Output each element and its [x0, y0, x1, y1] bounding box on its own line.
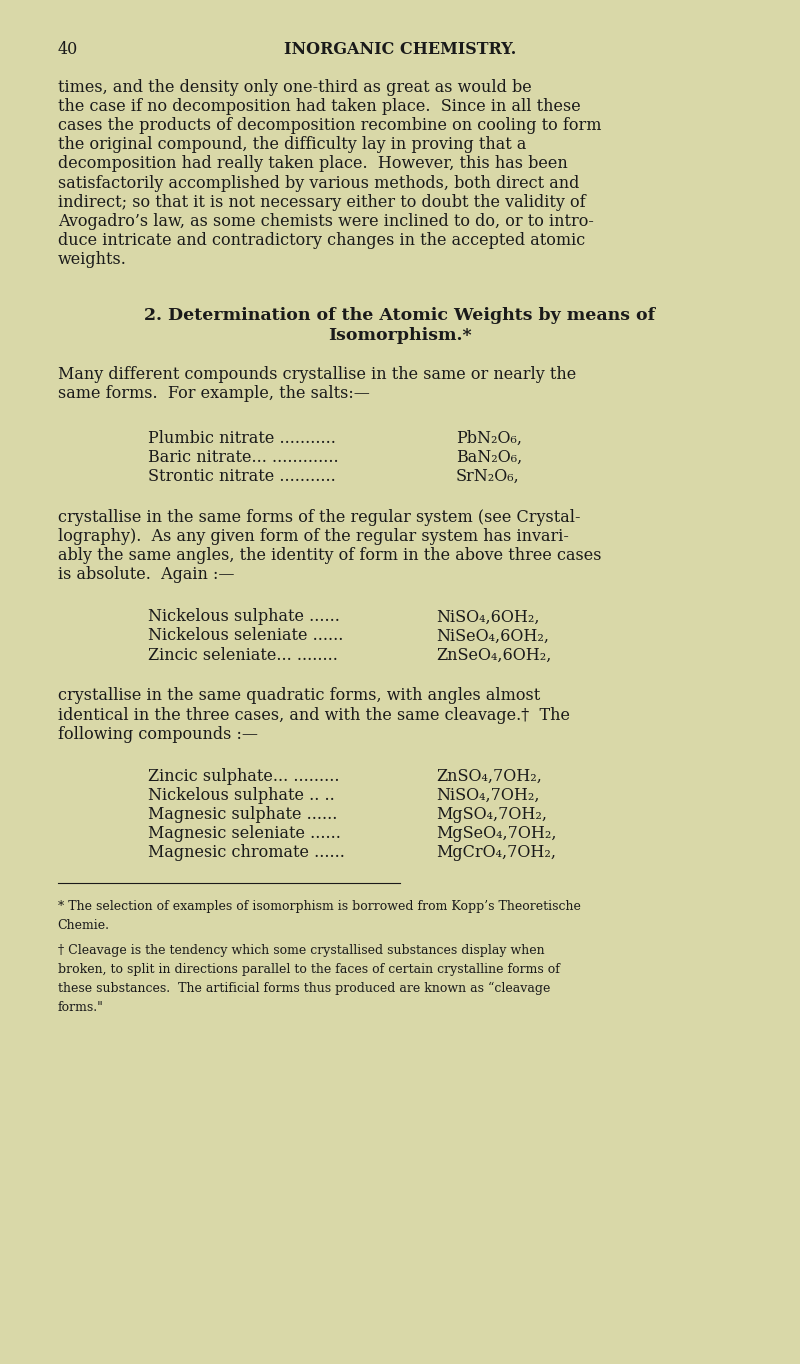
Text: Strontic nitrate ...........: Strontic nitrate ...........	[148, 468, 336, 484]
Text: lography).  As any given form of the regular system has invari-: lography). As any given form of the regu…	[58, 528, 569, 544]
Text: duce intricate and contradictory changes in the accepted atomic: duce intricate and contradictory changes…	[58, 232, 585, 248]
Text: Isomorphism.*: Isomorphism.*	[328, 327, 472, 344]
Text: MgSeO₄,7OH₂,: MgSeO₄,7OH₂,	[436, 825, 557, 842]
Text: weights.: weights.	[58, 251, 126, 267]
Text: times, and the density only one-third as great as would be: times, and the density only one-third as…	[58, 79, 531, 95]
Text: 40: 40	[58, 41, 78, 57]
Text: these substances.  The artificial forms thus produced are known as “cleavage: these substances. The artificial forms t…	[58, 982, 550, 996]
Text: Magnesic seleniate ......: Magnesic seleniate ......	[148, 825, 341, 842]
Text: Zincic seleniate... ........: Zincic seleniate... ........	[148, 647, 338, 663]
Text: cases the products of decomposition recombine on cooling to form: cases the products of decomposition reco…	[58, 117, 601, 134]
Text: broken, to split in directions parallel to the faces of certain crystalline form: broken, to split in directions parallel …	[58, 963, 559, 977]
Text: is absolute.  Again :—: is absolute. Again :—	[58, 566, 234, 582]
Text: satisfactorily accomplished by various methods, both direct and: satisfactorily accomplished by various m…	[58, 175, 579, 191]
Text: Plumbic nitrate ...........: Plumbic nitrate ...........	[148, 430, 336, 446]
Text: identical in the three cases, and with the same cleavage.†  The: identical in the three cases, and with t…	[58, 707, 570, 723]
Text: crystallise in the same quadratic forms, with angles almost: crystallise in the same quadratic forms,…	[58, 687, 540, 704]
Text: forms.": forms."	[58, 1001, 103, 1015]
Text: following compounds :—: following compounds :—	[58, 726, 258, 742]
Text: Zincic sulphate... .........: Zincic sulphate... .........	[148, 768, 339, 784]
Text: 2. Determination of the Atomic Weights by means of: 2. Determination of the Atomic Weights b…	[145, 307, 655, 323]
Text: MgCrO₄,7OH₂,: MgCrO₄,7OH₂,	[436, 844, 556, 861]
Text: PbN₂O₆,: PbN₂O₆,	[456, 430, 522, 446]
Text: ably the same angles, the identity of form in the above three cases: ably the same angles, the identity of fo…	[58, 547, 601, 563]
Text: Avogadro’s law, as some chemists were inclined to do, or to intro-: Avogadro’s law, as some chemists were in…	[58, 213, 594, 229]
Text: Baric nitrate... .............: Baric nitrate... .............	[148, 449, 338, 465]
Text: indirect; so that it is not necessary either to doubt the validity of: indirect; so that it is not necessary ei…	[58, 194, 586, 210]
Text: NiSO₄,7OH₂,: NiSO₄,7OH₂,	[436, 787, 539, 803]
Text: Chemie.: Chemie.	[58, 919, 110, 933]
Text: Many different compounds crystallise in the same or nearly the: Many different compounds crystallise in …	[58, 366, 576, 382]
Text: † Cleavage is the tendency which some crystallised substances display when: † Cleavage is the tendency which some cr…	[58, 944, 544, 958]
Text: Magnesic sulphate ......: Magnesic sulphate ......	[148, 806, 338, 822]
Text: NiSO₄,6OH₂,: NiSO₄,6OH₂,	[436, 608, 539, 625]
Text: MgSO₄,7OH₂,: MgSO₄,7OH₂,	[436, 806, 547, 822]
Text: the case if no decomposition had taken place.  Since in all these: the case if no decomposition had taken p…	[58, 98, 580, 115]
Text: Magnesic chromate ......: Magnesic chromate ......	[148, 844, 345, 861]
Text: * The selection of examples of isomorphism is borrowed from Kopp’s Theoretische: * The selection of examples of isomorphi…	[58, 900, 581, 914]
Text: Nickelous seleniate ......: Nickelous seleniate ......	[148, 627, 343, 644]
Text: decomposition had really taken place.  However, this has been: decomposition had really taken place. Ho…	[58, 155, 567, 172]
Text: SrN₂O₆,: SrN₂O₆,	[456, 468, 520, 484]
Text: Nickelous sulphate ......: Nickelous sulphate ......	[148, 608, 340, 625]
Text: NiSeO₄,6OH₂,: NiSeO₄,6OH₂,	[436, 627, 549, 644]
Text: crystallise in the same forms of the regular system (see Crystal-: crystallise in the same forms of the reg…	[58, 509, 580, 525]
Text: ZnSeO₄,6OH₂,: ZnSeO₄,6OH₂,	[436, 647, 551, 663]
Text: the original compound, the difficulty lay in proving that a: the original compound, the difficulty la…	[58, 136, 526, 153]
Text: Nickelous sulphate .. ..: Nickelous sulphate .. ..	[148, 787, 334, 803]
Text: INORGANIC CHEMISTRY.: INORGANIC CHEMISTRY.	[284, 41, 516, 57]
Text: ZnSO₄,7OH₂,: ZnSO₄,7OH₂,	[436, 768, 542, 784]
Text: same forms.  For example, the salts:—: same forms. For example, the salts:—	[58, 385, 370, 401]
Text: BaN₂O₆,: BaN₂O₆,	[456, 449, 522, 465]
